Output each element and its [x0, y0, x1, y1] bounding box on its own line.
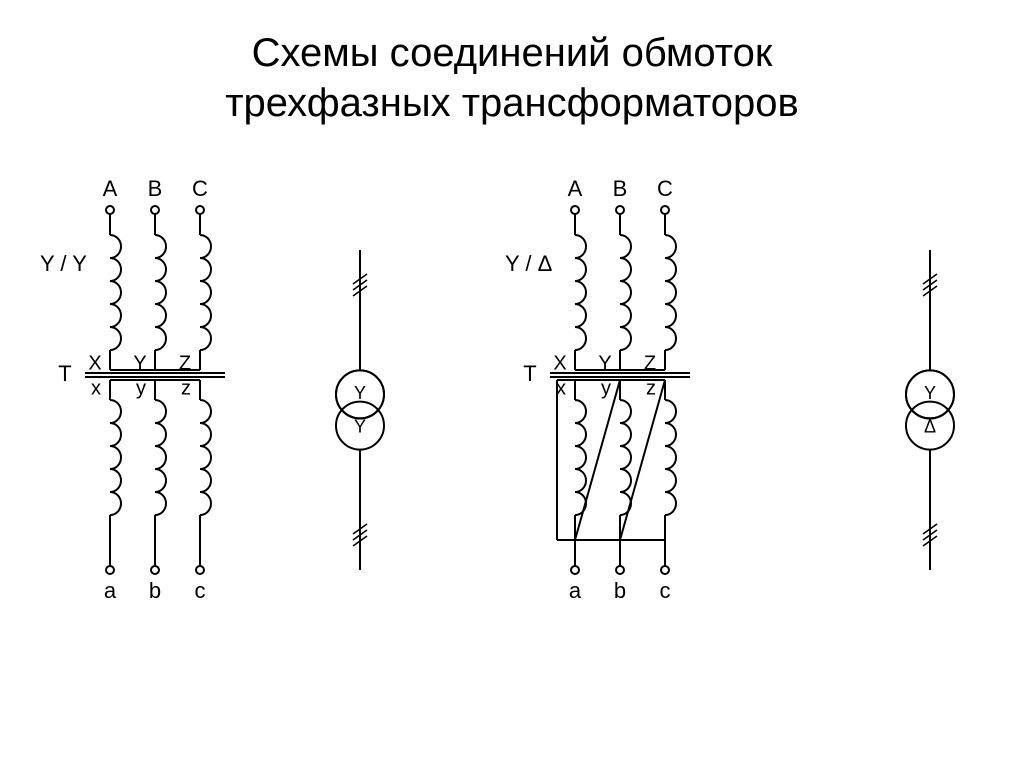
coil-primary: [155, 235, 166, 350]
coil-primary: [575, 235, 586, 350]
page-root: Схемы соединений обмоток трехфазных тран…: [0, 0, 1024, 767]
phase-top-label: B: [148, 176, 163, 201]
mid-top-label: Y: [598, 352, 611, 374]
delta-link: [620, 380, 665, 540]
mid-bot-label: x: [91, 377, 101, 399]
connection-label: Y / Δ: [505, 251, 553, 276]
terminal-top: [616, 206, 624, 214]
terminal-top: [151, 206, 159, 214]
terminal-bot: [196, 566, 204, 574]
phase-bot-label: a: [104, 578, 117, 603]
transformer-label: T: [58, 361, 71, 386]
transformer-label: T: [523, 361, 536, 386]
terminal-bot: [616, 566, 624, 574]
coil-secondary: [665, 400, 676, 515]
symbol-top-letter: Y: [354, 383, 366, 403]
delta-link: [575, 380, 620, 540]
mid-top-label: Z: [644, 352, 656, 374]
coil-secondary: [200, 400, 211, 515]
connection-label: Y / Y: [40, 251, 87, 276]
terminal-bot: [106, 566, 114, 574]
coil-primary: [665, 235, 676, 350]
coil-secondary: [575, 400, 586, 515]
terminal-bot: [151, 566, 159, 574]
phase-top-label: A: [103, 176, 118, 201]
coil-secondary: [620, 400, 631, 515]
title-line-1: Схемы соединений обмоток: [252, 31, 773, 75]
title-line-2: трехфазных трансформаторов: [225, 81, 799, 125]
phase-top-label: C: [192, 176, 208, 201]
coil-primary: [200, 235, 211, 350]
diagram-svg: Y / YABCXYZTxyzabcYYY / ΔABCXYZTxyzabcYΔ: [0, 170, 1024, 730]
symbol-top-letter: Y: [924, 383, 936, 403]
terminal-top: [661, 206, 669, 214]
mid-top-label: Z: [179, 352, 191, 374]
coil-primary: [620, 235, 631, 350]
phase-bot-label: a: [569, 578, 582, 603]
phase-top-label: C: [657, 176, 673, 201]
symbol-bot-letter: Δ: [924, 416, 936, 436]
coil-secondary: [155, 400, 166, 515]
phase-bot-label: c: [195, 578, 206, 603]
terminal-top: [106, 206, 114, 214]
terminal-bot: [571, 566, 579, 574]
coil-secondary: [110, 400, 121, 515]
phase-bot-label: b: [614, 578, 626, 603]
mid-top-label: X: [553, 352, 566, 374]
page-title: Схемы соединений обмоток трехфазных тран…: [0, 28, 1024, 128]
terminal-bot: [661, 566, 669, 574]
phase-top-label: A: [568, 176, 583, 201]
mid-top-label: X: [88, 352, 101, 374]
phase-bot-label: b: [149, 578, 161, 603]
coil-primary: [110, 235, 121, 350]
phase-top-label: B: [613, 176, 628, 201]
mid-top-label: Y: [133, 352, 146, 374]
diagram-area: Y / YABCXYZTxyzabcYYY / ΔABCXYZTxyzabcYΔ: [0, 170, 1024, 730]
terminal-top: [571, 206, 579, 214]
terminal-top: [196, 206, 204, 214]
symbol-bot-letter: Y: [354, 416, 366, 436]
phase-bot-label: c: [660, 578, 671, 603]
